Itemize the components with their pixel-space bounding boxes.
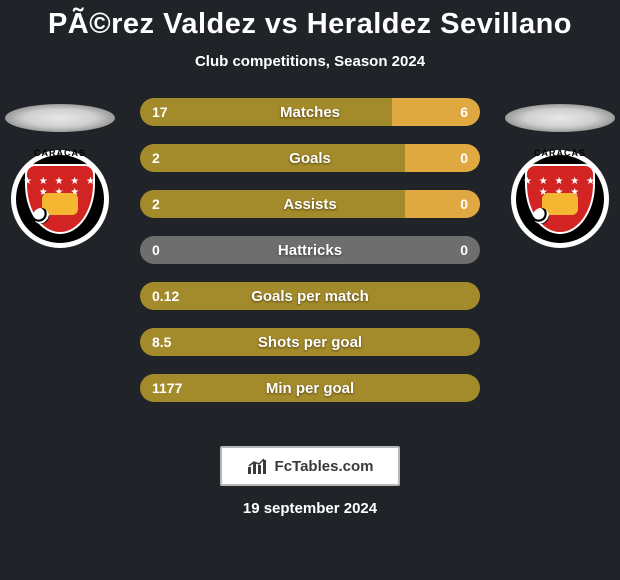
- club-crest-right: CARACAS ★ ★ ★ ★ ★★ ★ ★: [511, 150, 609, 248]
- bar-row: 8.5Shots per goal: [140, 328, 480, 356]
- player-right-badge: CARACAS ★ ★ ★ ★ ★★ ★ ★: [500, 98, 620, 248]
- ellipse-icon: [505, 104, 615, 132]
- page-subtitle: Club competitions, Season 2024: [0, 53, 620, 70]
- ellipse-icon: [5, 104, 115, 132]
- comparison-chart: CARACAS ★ ★ ★ ★ ★★ ★ ★ CARACAS ★ ★ ★ ★ ★…: [0, 98, 620, 418]
- bar-row: 0.12Goals per match: [140, 282, 480, 310]
- bar-label: Assists: [140, 190, 480, 218]
- bar-row: 20Goals: [140, 144, 480, 172]
- crest-label: CARACAS: [511, 148, 609, 158]
- brand-logo: FcTables.com: [220, 446, 400, 486]
- bar-chart-icon: [247, 457, 269, 475]
- bar-label: Hattricks: [140, 236, 480, 264]
- bar-rows: 176Matches 20Goals 20Assists 00Hattricks 0.1…: [140, 98, 480, 420]
- bar-row: 20Assists: [140, 190, 480, 218]
- ball-icon: [33, 208, 49, 224]
- bar-row: 00Hattricks: [140, 236, 480, 264]
- bar-row: 176Matches: [140, 98, 480, 126]
- brand-text: FcTables.com: [275, 458, 374, 475]
- bar-row: 1177Min per goal: [140, 374, 480, 402]
- ball-icon: [533, 208, 549, 224]
- club-crest-left: CARACAS ★ ★ ★ ★ ★★ ★ ★: [11, 150, 109, 248]
- bar-label: Goals: [140, 144, 480, 172]
- bar-label: Goals per match: [140, 282, 480, 310]
- date-label: 19 september 2024: [0, 500, 620, 517]
- crest-label: CARACAS: [11, 148, 109, 158]
- bar-label: Shots per goal: [140, 328, 480, 356]
- player-left-badge: CARACAS ★ ★ ★ ★ ★★ ★ ★: [0, 98, 120, 248]
- bar-label: Min per goal: [140, 374, 480, 402]
- bar-label: Matches: [140, 98, 480, 126]
- page-title: PÃ©rez Valdez vs Heraldez Sevillano: [0, 0, 620, 41]
